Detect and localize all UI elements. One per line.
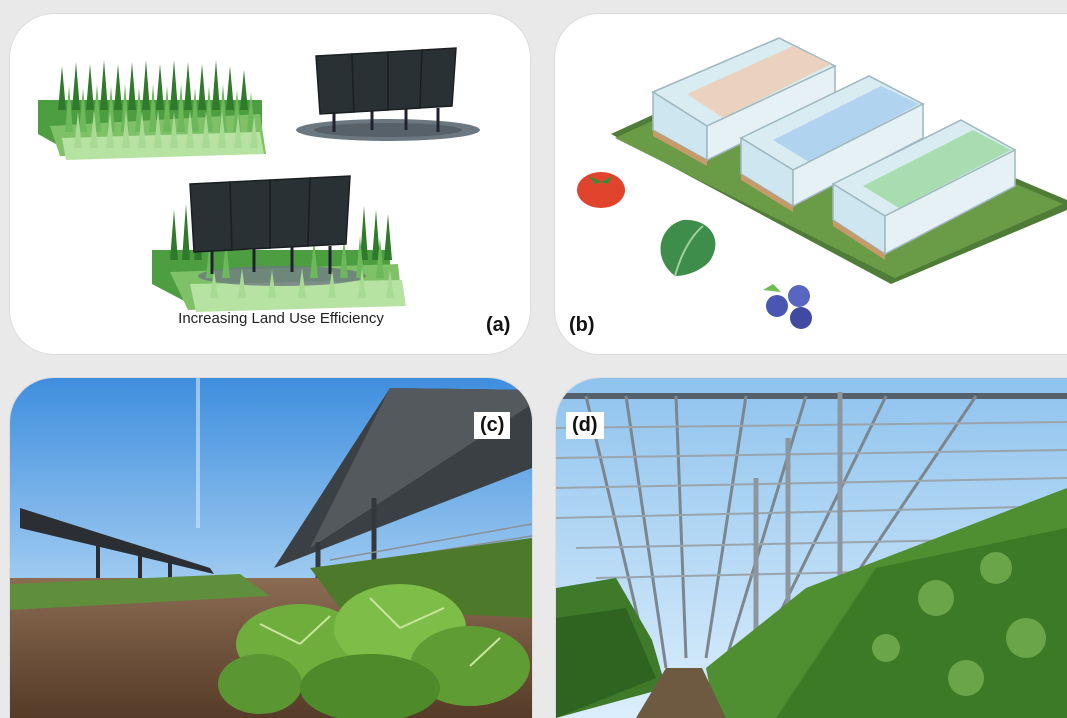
panel-c-photo-crops-under-solar: (c) (10, 378, 532, 718)
tomato-icon (577, 172, 625, 208)
panel-a-label: (a) (486, 314, 511, 336)
panel-b-label: (b) (569, 314, 595, 336)
solar-array-illustration (296, 47, 480, 141)
spinach-leaf-icon (660, 219, 716, 277)
greenhouse-2 (739, 75, 925, 212)
crop-row-photo (10, 378, 532, 718)
panel-b-greenhouse-illustration: (b) (555, 14, 1067, 354)
panel-c-label: (c) (474, 412, 511, 439)
greenhouse-1 (651, 37, 837, 166)
greenhouse-3 (831, 119, 1017, 260)
crop-field-illustration (38, 60, 266, 160)
panel-d-label: (d) (566, 412, 604, 439)
panel-a-land-use-illustration: Increasing Land Use Efficiency (a) (10, 14, 530, 354)
greenhouse-diagram (577, 37, 1067, 329)
blueberry-icon (763, 284, 812, 329)
orchard-photo (556, 378, 1067, 718)
land-use-diagram (38, 47, 480, 312)
panel-d-photo-orchard-under-solar: (d) (556, 378, 1067, 718)
panel-a-caption: Increasing Land Use Efficiency (178, 310, 384, 327)
agrivoltaic-illustration (152, 175, 406, 312)
zucchini-plant (218, 584, 530, 718)
